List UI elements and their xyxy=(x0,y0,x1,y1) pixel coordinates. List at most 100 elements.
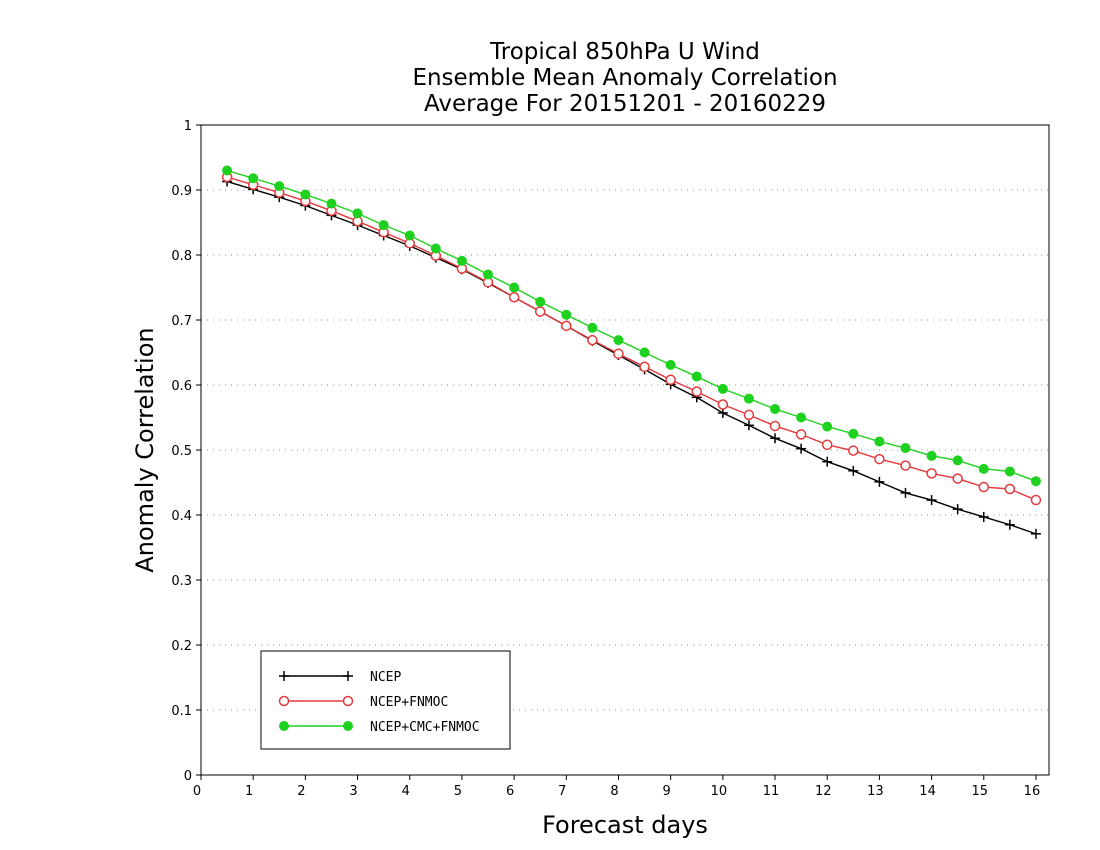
x-tick-label: 13 xyxy=(867,784,884,799)
series-line xyxy=(226,180,1037,535)
data-point xyxy=(717,383,728,394)
data-point xyxy=(343,721,353,731)
data-point xyxy=(952,455,963,466)
data-point xyxy=(1030,494,1042,506)
data-point xyxy=(534,306,546,317)
data-point xyxy=(639,361,650,373)
series-ncep-fnmoc xyxy=(221,171,1042,506)
y-tick-label: 0 xyxy=(184,769,192,784)
data-point xyxy=(978,481,990,493)
y-axis: 0 0.1 0.2 0.3 0.4 0.5 0.6 0.7 0.8 0.9 1 xyxy=(171,119,201,784)
legend-item: NCEP+FNMOC xyxy=(278,695,448,710)
data-point xyxy=(743,409,755,421)
data-point xyxy=(926,468,937,479)
y-tick-label: 0.9 xyxy=(171,184,192,199)
x-tick-label: 6 xyxy=(506,784,514,799)
x-tick-label: 2 xyxy=(297,784,305,799)
series-ncep-cmc-fnmoc xyxy=(222,165,1041,487)
y-tick-label: 0.7 xyxy=(171,314,192,329)
y-tick-label: 0.8 xyxy=(171,249,192,264)
data-point xyxy=(561,309,572,320)
series-ncep xyxy=(222,176,1041,539)
data-point xyxy=(613,335,624,346)
series-group xyxy=(221,165,1042,539)
data-point xyxy=(483,269,494,280)
data-point xyxy=(848,445,859,456)
x-tick-label: 1 xyxy=(245,784,253,799)
x-tick-label: 12 xyxy=(815,784,832,799)
data-point xyxy=(509,282,520,293)
data-point xyxy=(587,334,598,346)
x-tick-label: 9 xyxy=(663,784,671,799)
y-tick-label: 0.2 xyxy=(171,639,192,654)
y-tick-label: 0.6 xyxy=(171,379,192,394)
data-point xyxy=(770,404,781,415)
data-point xyxy=(279,721,289,731)
data-point xyxy=(926,450,937,461)
legend-box xyxy=(260,650,511,750)
x-tick-label: 4 xyxy=(402,784,410,799)
legend-label: NCEP+CMC+FNMOC xyxy=(370,720,480,735)
data-point xyxy=(848,428,859,439)
chart-title-line: Tropical 850hPa U Wind xyxy=(489,39,760,65)
chart-title-line: Ensemble Mean Anomaly Correlation xyxy=(412,65,837,91)
data-point xyxy=(717,399,729,410)
data-point xyxy=(613,348,624,360)
x-tick-label: 3 xyxy=(349,784,357,799)
data-point xyxy=(1004,483,1016,495)
data-point xyxy=(352,208,363,219)
data-point xyxy=(821,439,833,451)
y-tick-label: 1 xyxy=(184,119,192,134)
data-point xyxy=(900,460,911,471)
data-point xyxy=(691,371,702,382)
x-tick-label: 14 xyxy=(919,784,936,799)
data-point xyxy=(508,292,520,303)
x-axis-label: Forecast days xyxy=(542,811,708,839)
x-tick-label: 11 xyxy=(763,784,780,799)
legend-label: NCEP+FNMOC xyxy=(370,695,448,710)
data-point xyxy=(430,243,441,254)
data-point xyxy=(342,695,354,707)
x-tick-label: 0 xyxy=(193,784,201,799)
data-point xyxy=(874,453,885,465)
data-point xyxy=(795,429,807,440)
data-point xyxy=(769,420,781,432)
legend-item: NCEP+CMC+FNMOC xyxy=(279,720,480,735)
data-point xyxy=(278,695,290,707)
y-tick-label: 0.1 xyxy=(171,704,192,719)
y-tick-label: 0.4 xyxy=(171,509,192,524)
data-point xyxy=(900,443,911,454)
x-tick-label: 7 xyxy=(558,784,566,799)
x-tick-label: 8 xyxy=(610,784,618,799)
y-tick-label: 0.3 xyxy=(171,574,192,589)
data-point xyxy=(1004,466,1015,477)
data-point xyxy=(743,393,754,404)
data-point xyxy=(326,198,337,209)
x-axis: 0 1 2 3 4 5 6 7 8 9 10 11 12 13 14 15 16 xyxy=(193,775,1040,799)
data-point xyxy=(535,296,546,307)
legend: NCEP NCEP+FNMOC NCEP+CMC+FNMOC xyxy=(260,650,511,750)
data-point xyxy=(822,421,833,432)
data-point xyxy=(587,322,598,333)
x-tick-label: 5 xyxy=(454,784,462,799)
legend-item: NCEP xyxy=(279,670,401,685)
legend-label: NCEP xyxy=(370,670,401,685)
data-point xyxy=(561,320,572,332)
series-line xyxy=(226,176,1037,501)
data-point xyxy=(952,473,963,484)
y-axis-label: Anomaly Correlation xyxy=(131,327,159,572)
data-point xyxy=(456,255,467,266)
data-point xyxy=(274,181,285,192)
data-point xyxy=(378,220,389,231)
chart-title-line: Average For 20151201 - 20160229 xyxy=(424,91,826,117)
data-point xyxy=(978,463,989,474)
x-tick-label: 16 xyxy=(1024,784,1041,799)
data-point xyxy=(1030,476,1041,487)
gridlines xyxy=(201,189,1049,711)
data-point xyxy=(665,374,676,386)
data-point xyxy=(404,230,415,241)
data-point xyxy=(874,436,885,447)
data-point xyxy=(665,359,676,370)
data-point xyxy=(248,173,259,184)
